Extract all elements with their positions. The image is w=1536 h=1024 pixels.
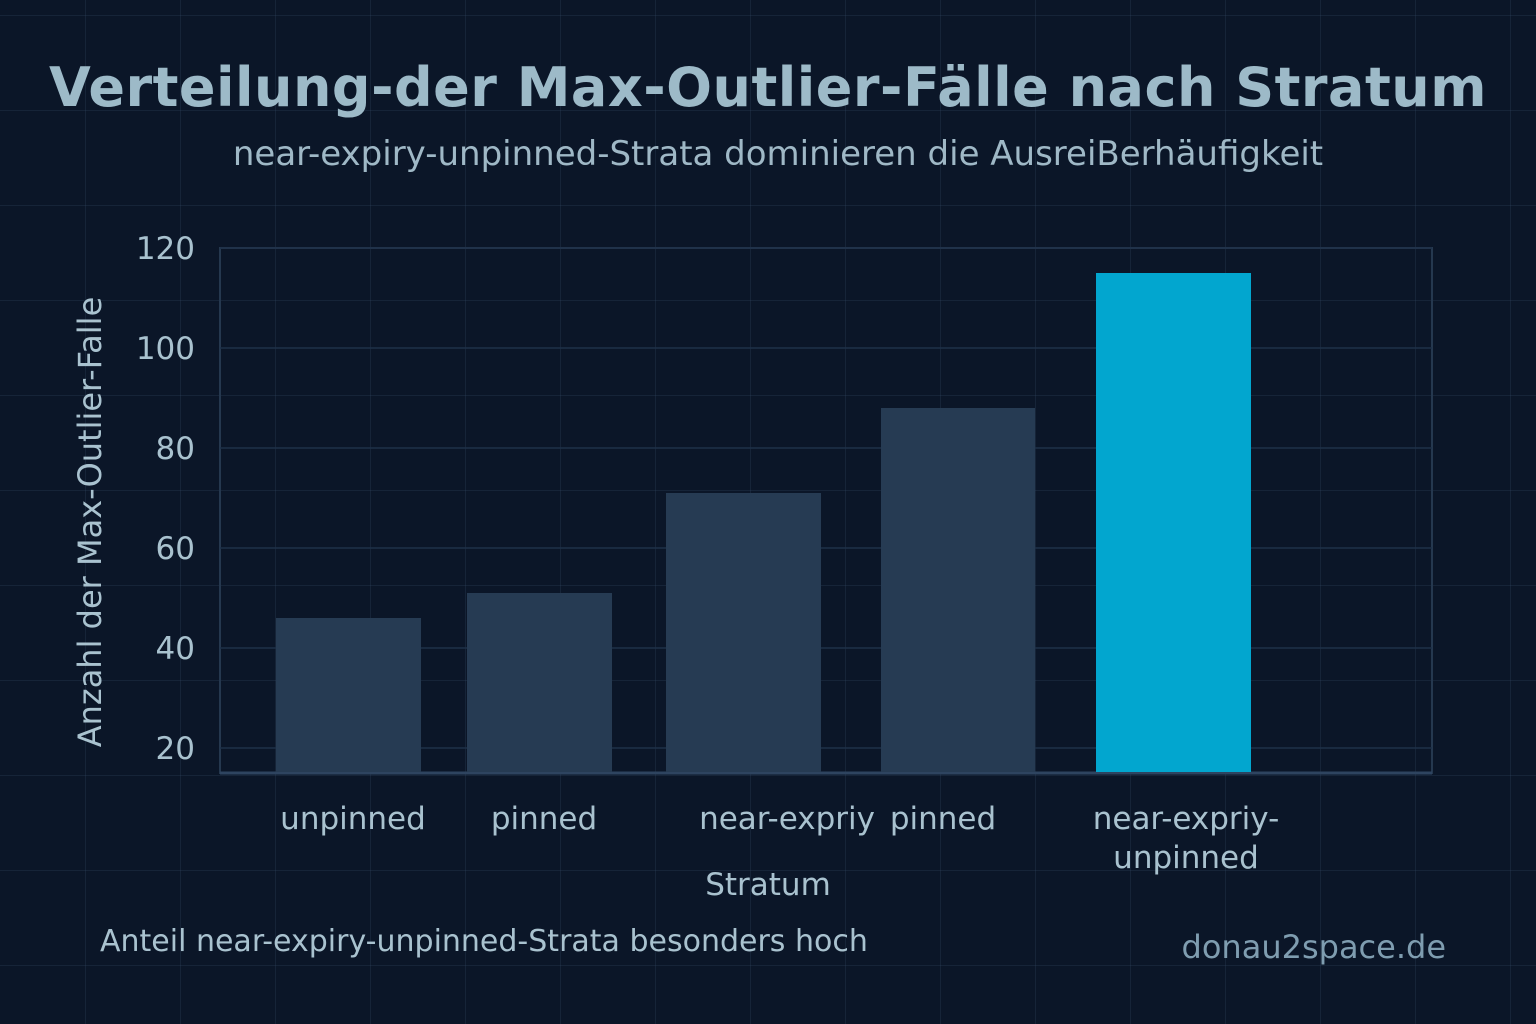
bar-1 [276, 618, 421, 772]
y-tick-label: 40 [156, 631, 195, 667]
chart-title: Verteilung-der Max-Outlier-Fälle nach St… [48, 56, 1488, 119]
y-tick-label: 60 [156, 531, 195, 567]
chart-subtitle: near-expiry-unpinned-Strata dominieren d… [232, 134, 1324, 174]
bars [276, 273, 1251, 772]
y-tick-label: 120 [136, 231, 195, 267]
labels: Anzahl der Max-Outlier-Falle unpinned pinn… [71, 297, 1279, 903]
x-axis-label: Stratum [705, 867, 831, 903]
bar-3 [666, 493, 821, 772]
bar-2 [467, 593, 612, 772]
y-tick-label: 80 [156, 431, 195, 467]
x-tick-label: unpinned [280, 801, 426, 837]
x-tick-label: pinned [890, 801, 996, 837]
footnote: Anteil near-expiry-unpinned-Strata beson… [100, 924, 868, 959]
x-tick-label: pinned [491, 801, 597, 837]
bar-5 [1096, 273, 1251, 772]
y-axis-label: Anzahl der Max-Outlier-Falle [71, 297, 109, 748]
x-tick-label: near-expriy [699, 801, 875, 837]
bar-4 [881, 408, 1035, 772]
axes: 20 40 60 80 100 120 [136, 231, 1433, 775]
y-tick-label: 100 [136, 331, 195, 367]
y-tick-label: 20 [156, 731, 195, 767]
brand-link[interactable]: donau2space.de [1181, 928, 1446, 966]
x-tick-label: near-expriy-unpinned [1093, 801, 1280, 876]
